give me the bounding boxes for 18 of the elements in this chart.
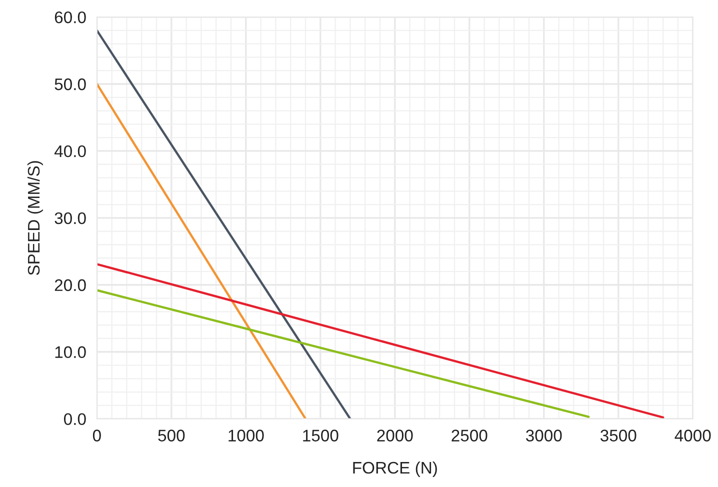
x-tick-label: 2500 [452, 430, 488, 442]
y-tick-label: 30.0 [54, 212, 86, 224]
y-tick-label: 0.0 [64, 413, 86, 426]
y-tick-label: 50.0 [54, 78, 86, 90]
x-tick-label: 3000 [526, 430, 562, 442]
y-tick-label: 40.0 [54, 145, 86, 158]
x-tick-label: 500 [158, 430, 185, 442]
x-axis-title: FORCE (N) [353, 461, 437, 477]
x-tick-label: 3500 [600, 430, 636, 442]
y-axis-title: SPEED (MM/S) [27, 161, 43, 276]
y-tick-label: 60.0 [54, 11, 86, 24]
x-tick-label: 4000 [674, 430, 711, 442]
x-tick-label: 1500 [303, 430, 338, 442]
y-tick-label: 20.0 [54, 279, 86, 292]
x-tick-label: 2000 [377, 430, 413, 442]
x-tick-label: 1000 [228, 430, 264, 442]
x-tick-label: 0 [92, 430, 101, 442]
y-tick-label: 10.0 [55, 346, 86, 358]
